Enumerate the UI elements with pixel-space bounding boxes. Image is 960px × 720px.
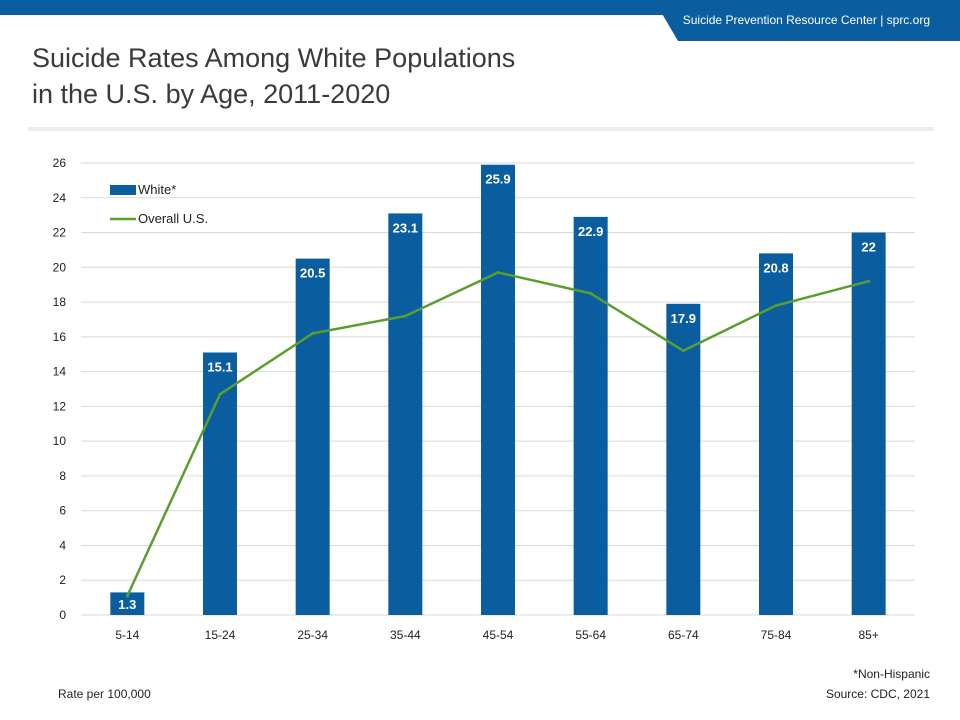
y-tick-label: 20 xyxy=(53,260,67,274)
x-tick-label: 25-34 xyxy=(297,628,328,642)
x-tick-label: 75-84 xyxy=(761,628,792,642)
page-title: Suicide Rates Among White Populations in… xyxy=(32,40,652,112)
banner-text: Suicide Prevention Resource Center | spr… xyxy=(682,13,930,27)
bar-data-label: 15.1 xyxy=(207,359,232,374)
x-tick-label: 65-74 xyxy=(668,628,699,642)
overall-us-point xyxy=(125,594,129,598)
overall-us-point xyxy=(403,314,407,318)
title-line-1: Suicide Rates Among White Populations xyxy=(32,43,516,73)
brand-banner: Suicide Prevention Resource Center | spr… xyxy=(654,0,960,41)
overall-us-point xyxy=(218,392,222,396)
overall-us-point xyxy=(496,271,500,275)
x-tick-label: 85+ xyxy=(858,628,878,642)
y-tick-label: 0 xyxy=(59,608,66,622)
unit-note: Rate per 100,000 xyxy=(58,687,151,701)
y-tick-label: 14 xyxy=(53,365,67,379)
y-tick-label: 12 xyxy=(53,399,67,413)
bar-data-label: 25.9 xyxy=(485,172,510,187)
y-tick-label: 16 xyxy=(53,330,67,344)
source-note: Source: CDC, 2021 xyxy=(825,687,930,701)
bar-85+ xyxy=(851,232,886,615)
overall-us-point xyxy=(774,304,778,308)
bar-data-label: 23.1 xyxy=(393,220,418,235)
y-tick-label: 24 xyxy=(53,191,67,205)
bar-data-label: 20.5 xyxy=(300,266,325,281)
y-tick-label: 10 xyxy=(53,434,67,448)
overall-us-point xyxy=(311,331,315,335)
footnote-non-hispanic: *Non-Hispanic xyxy=(853,667,930,681)
overall-us-point xyxy=(681,349,685,353)
y-tick-label: 18 xyxy=(53,295,67,309)
legend-label-white: White* xyxy=(138,182,176,197)
bar-15-24 xyxy=(203,352,237,615)
bar-data-label: 22 xyxy=(861,240,875,255)
bar-45-54 xyxy=(481,164,515,615)
bar-data-label: 1.3 xyxy=(118,597,136,612)
y-tick-label: 26 xyxy=(53,156,67,170)
y-tick-label: 8 xyxy=(59,469,66,483)
bar-line-chart: 024681012141618202224261.315.120.523.125… xyxy=(53,156,915,642)
x-tick-label: 45-54 xyxy=(483,628,514,642)
y-tick-label: 22 xyxy=(53,226,67,240)
legend-swatch-white xyxy=(110,185,136,195)
bar-5-14 xyxy=(110,592,145,615)
bar-75-84 xyxy=(759,253,793,615)
x-tick-label: 55-64 xyxy=(575,628,606,642)
y-tick-label: 4 xyxy=(59,538,66,552)
bar-data-label: 22.9 xyxy=(578,224,603,239)
overall-us-point xyxy=(867,279,871,283)
bar-data-label: 17.9 xyxy=(671,311,696,326)
bar-65-74 xyxy=(666,303,701,615)
bar-55-64 xyxy=(573,216,608,615)
y-tick-label: 2 xyxy=(59,573,66,587)
overall-us-point xyxy=(589,291,593,295)
y-tick-label: 6 xyxy=(59,504,66,518)
bar-data-label: 20.8 xyxy=(763,260,788,275)
x-tick-label: 5-14 xyxy=(115,628,139,642)
x-tick-label: 35-44 xyxy=(390,628,421,642)
bar-35-44 xyxy=(388,213,423,615)
x-tick-label: 15-24 xyxy=(205,628,236,642)
bar-25-34 xyxy=(295,258,330,615)
legend-label-overall: Overall U.S. xyxy=(138,211,208,226)
title-line-2: in the U.S. by Age, 2011-2020 xyxy=(32,79,391,109)
title-divider xyxy=(28,127,934,131)
